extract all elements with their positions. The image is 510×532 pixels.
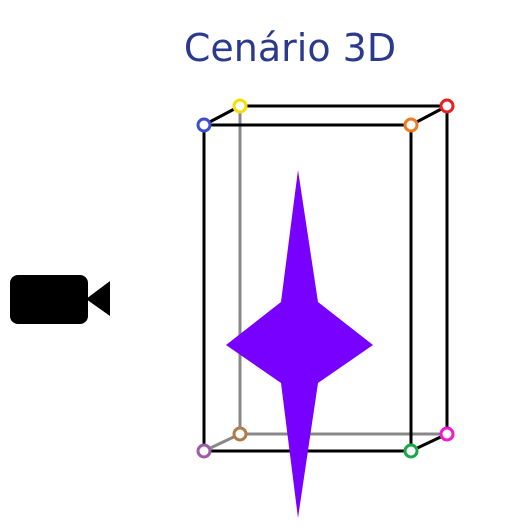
vertex-markers [196, 98, 455, 459]
star-shape [226, 170, 373, 518]
vertex-back-top-left [232, 98, 248, 114]
vertex-back-bottom-right [439, 426, 455, 442]
vertex-front-bottom-left [196, 443, 212, 459]
vertex-front-top-left [196, 117, 212, 133]
video-camera-icon[interactable] [10, 275, 110, 324]
vertex-front-top-right [403, 117, 419, 133]
vertex-back-bottom-left [232, 426, 248, 442]
vertex-back-top-right [439, 98, 455, 114]
vertex-front-bottom-right [403, 443, 419, 459]
page-title: Cenário 3D [183, 26, 397, 70]
